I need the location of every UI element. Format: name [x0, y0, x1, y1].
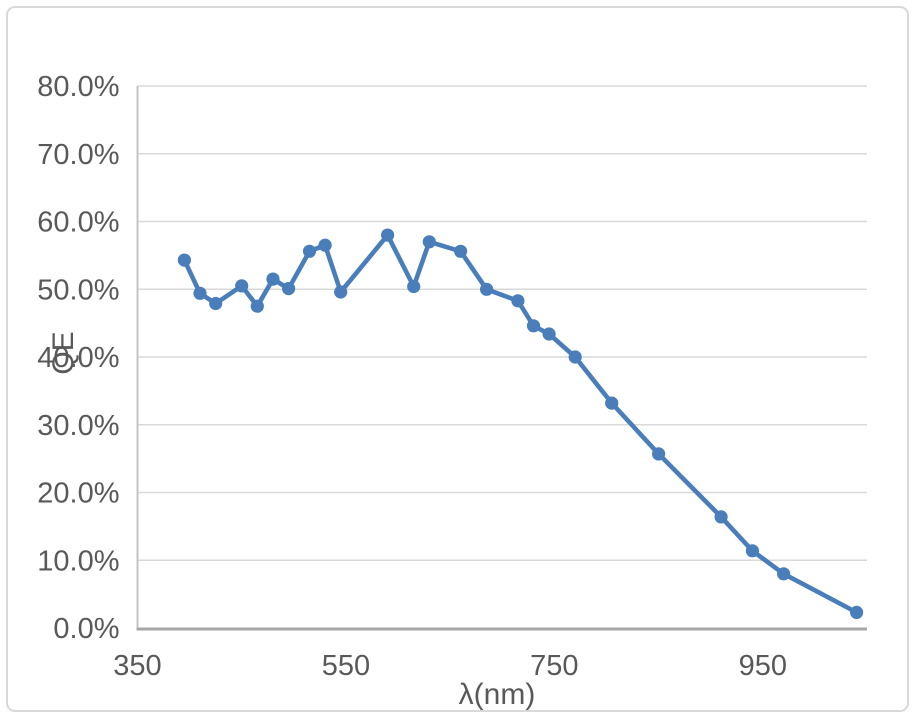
data-point-marker [511, 294, 525, 308]
y-tick-label: 40.0% [37, 342, 119, 374]
data-point-marker [454, 244, 468, 258]
y-tick-label: 10.0% [37, 545, 119, 577]
y-tick-label: 70.0% [37, 139, 119, 171]
x-tick-label: 350 [113, 650, 161, 682]
chart-border [6, 6, 909, 712]
data-point-marker [422, 235, 436, 249]
data-point-marker [714, 510, 728, 524]
y-axis-title: QE [47, 331, 80, 375]
data-point-marker [177, 253, 191, 267]
data-point-marker [381, 228, 395, 242]
x-tick-label: 550 [322, 650, 370, 682]
data-point-marker [235, 279, 249, 293]
y-tick-label: 30.0% [37, 410, 119, 442]
data-point-marker [407, 279, 421, 294]
data-point-marker [526, 319, 541, 333]
y-tick-label: 0.0% [53, 613, 119, 645]
data-point-marker [568, 350, 582, 364]
data-point-marker [480, 282, 494, 296]
x-tick-label: 750 [530, 650, 578, 682]
data-point-marker [302, 244, 317, 258]
x-axis-title: λ(nm) [458, 678, 536, 711]
data-point-marker [605, 396, 619, 410]
data-point-marker [282, 282, 296, 296]
data-point-marker [777, 567, 791, 581]
y-tick-label: 20.0% [37, 478, 119, 510]
data-point-marker [652, 447, 666, 461]
data-point-marker [745, 544, 760, 558]
data-point-marker [334, 285, 348, 299]
x-tick-label: 950 [739, 650, 787, 682]
data-point-marker [250, 299, 264, 313]
data-point-marker [209, 296, 223, 311]
data-point-marker [193, 286, 207, 300]
data-point-marker [318, 238, 332, 252]
data-point-marker [266, 272, 280, 286]
data-point-marker [542, 327, 556, 341]
y-tick-label: 80.0% [37, 71, 119, 103]
y-tick-label: 50.0% [37, 274, 119, 306]
data-point-marker [850, 605, 864, 620]
y-tick-label: 60.0% [37, 207, 119, 239]
